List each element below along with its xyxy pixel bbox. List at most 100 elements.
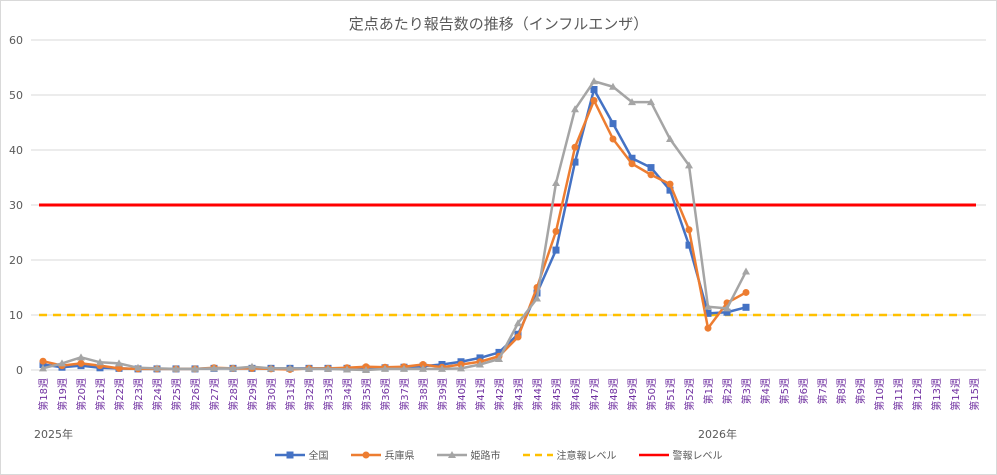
data-point	[609, 82, 617, 90]
data-point	[704, 324, 712, 332]
data-point	[210, 364, 218, 372]
x-tick-label: 第34週	[341, 378, 354, 411]
data-point	[419, 364, 427, 372]
data-point	[514, 319, 522, 327]
data-point	[39, 364, 47, 372]
x-tick-label: 第4週	[759, 378, 772, 404]
x-tick-label: 第28週	[227, 378, 240, 411]
data-point	[647, 164, 655, 172]
data-point	[362, 366, 370, 373]
x-tick-label: 第32週	[303, 378, 316, 411]
x-tick-label: 第18週	[37, 378, 50, 411]
data-point	[191, 364, 199, 372]
data-point	[115, 364, 123, 372]
x-tick-label: 第15週	[968, 378, 981, 411]
x-tick-label: 第13週	[930, 378, 943, 411]
legend-item: 全国	[274, 447, 329, 462]
x-tick-label: 第37週	[398, 378, 411, 411]
data-point	[571, 105, 579, 113]
y-tick-label: 10	[9, 309, 23, 322]
data-point	[476, 354, 484, 362]
legend-swatch	[638, 453, 669, 456]
legend-item: 姫路市	[436, 447, 501, 462]
data-point	[628, 154, 636, 162]
data-point	[666, 135, 674, 142]
data-point	[571, 143, 579, 151]
data-point	[153, 364, 161, 372]
x-tick-label: 第8週	[835, 378, 848, 404]
data-point	[590, 86, 598, 93]
legend-label: 姫路市	[470, 451, 501, 462]
x-tick-label: 第48週	[607, 378, 620, 411]
data-point	[704, 309, 712, 317]
data-point	[96, 358, 104, 366]
legend-label: 注意報レベル	[556, 451, 617, 462]
data-point	[58, 359, 66, 367]
legend-label: 兵庫県	[384, 451, 415, 462]
x-tick-label: 第3週	[740, 378, 753, 404]
data-point	[134, 363, 142, 371]
year-label: 2026年	[698, 427, 737, 441]
data-point	[286, 364, 294, 372]
data-point	[552, 227, 560, 235]
x-tick-label: 第24週	[151, 378, 164, 411]
data-point	[609, 120, 617, 128]
data-point	[495, 355, 503, 362]
data-point	[628, 160, 636, 168]
x-tick-label: 第22週	[113, 378, 126, 411]
x-tick-label: 第6週	[797, 378, 810, 404]
data-point	[248, 362, 256, 370]
x-tick-label: 第36週	[379, 378, 392, 411]
year-label: 2025年	[34, 427, 73, 441]
data-point	[533, 294, 541, 302]
x-tick-label: 第19週	[56, 378, 69, 411]
data-point	[666, 186, 674, 194]
data-point	[723, 304, 731, 312]
legend-swatch	[436, 450, 467, 458]
x-tick-label: 第5週	[778, 378, 791, 404]
data-point	[514, 333, 522, 341]
x-tick-label: 第7週	[816, 378, 829, 404]
x-tick-label: 第40週	[455, 378, 468, 411]
data-point	[267, 364, 275, 372]
x-tick-label: 第50週	[645, 378, 658, 411]
legend-label: 警報レベル	[672, 451, 723, 462]
y-tick-label: 20	[9, 254, 23, 267]
x-tick-label: 第43週	[512, 378, 525, 411]
data-point	[229, 364, 237, 372]
legend-swatch	[274, 451, 305, 458]
data-point	[495, 348, 503, 356]
legend: 全国 兵庫県 姫路市 注意報レベル 警報レベル	[1, 447, 996, 462]
x-tick-label: 第44週	[531, 378, 544, 411]
legend-label: 全国	[308, 451, 329, 462]
data-point	[685, 161, 693, 169]
legend-item: 兵庫県	[350, 447, 415, 462]
x-tick-label: 第46週	[569, 378, 582, 411]
x-tick-label: 第33週	[322, 378, 335, 411]
data-point	[723, 308, 731, 316]
x-tick-label: 第21週	[94, 378, 107, 411]
series-line	[42, 99, 747, 371]
x-tick-label: 第1週	[702, 378, 715, 404]
x-tick-label: 第12週	[911, 378, 924, 411]
y-tick-label: 50	[9, 89, 23, 102]
data-point	[685, 241, 693, 249]
data-point	[39, 357, 47, 365]
x-tick-label: 第30週	[265, 378, 278, 411]
x-tick-label: 第11週	[892, 378, 905, 411]
data-point	[742, 267, 750, 275]
y-tick-label: 0	[16, 364, 23, 377]
legend-swatch	[522, 453, 553, 456]
x-tick-label: 第41週	[474, 378, 487, 411]
legend-swatch	[350, 451, 381, 458]
x-tick-label: 第26週	[189, 378, 202, 411]
chart-title: 定点あたり報告数の推移（インフルエンザ）	[348, 15, 649, 33]
data-point	[590, 77, 598, 85]
data-point	[400, 364, 408, 372]
data-point	[115, 359, 123, 367]
x-tick-label: 第25週	[170, 378, 183, 411]
data-point	[77, 359, 85, 367]
data-point	[704, 302, 712, 310]
x-tick-label: 第9週	[854, 378, 867, 404]
